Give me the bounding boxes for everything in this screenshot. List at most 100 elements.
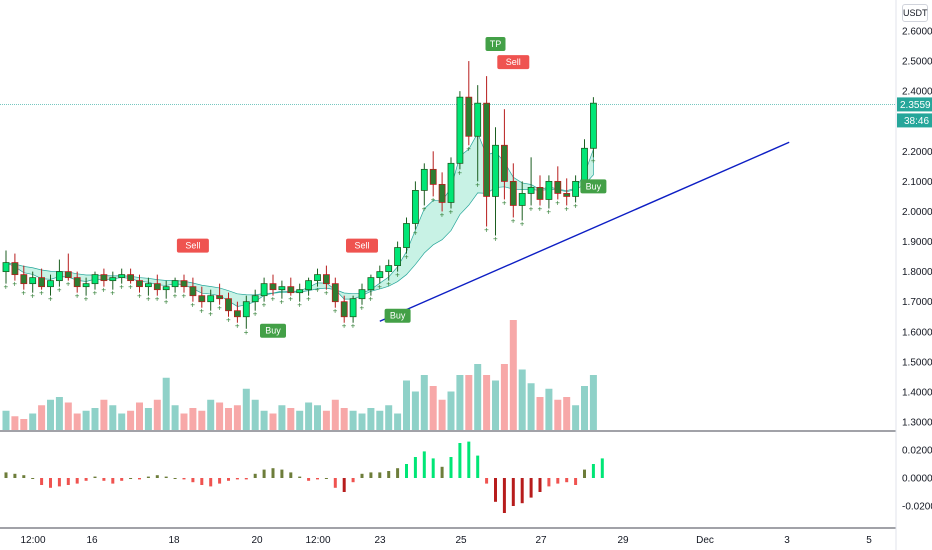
volume-bar [394,413,402,430]
price-tick-label: 2.5000 [902,57,932,68]
volume-bar [349,410,357,430]
oscillator-bar [396,468,400,478]
volume-bar [367,408,375,430]
volume-bar [456,375,464,430]
trailing-stop-dot: + [164,298,169,307]
trailing-stop-dot: + [226,316,231,325]
candle-body [305,280,313,291]
candle-body [518,193,526,206]
volume-bar [376,410,384,430]
ema-cloud [5,132,594,307]
oscillator-bar [405,464,408,478]
signal-badge-buy [260,323,286,338]
trailing-stop-dot: + [555,198,560,207]
trailing-stop-dot: + [39,289,44,298]
oscillator-bar [476,455,480,478]
time-tick-label: 29 [617,535,629,546]
candle-body [29,277,37,285]
volume-bar [198,410,206,430]
candle-body [403,223,410,248]
volume-bar [314,405,321,430]
trailing-stop-dot: + [395,271,400,280]
oscillator-bar [449,457,453,478]
time-tick-label: 12:00 [305,535,330,546]
trailing-stop-dot: + [431,195,436,204]
price-tick-label: 2.1000 [902,177,932,188]
trailing-stop-dot: + [466,144,471,153]
oscillator-bar [182,478,186,480]
trailing-stop-dot: + [146,295,151,304]
trailing-stop-dot: + [315,286,320,295]
trailing-stop-dot: + [217,304,222,313]
volume-bar [242,388,250,430]
trailing-stop-dot: + [404,253,409,262]
trailing-stop-dot: + [484,226,489,235]
volume-bar [260,410,268,430]
oscillator-bar [600,458,604,478]
oscillator-bar [422,451,426,478]
trailing-stop-dot: + [110,289,115,298]
oscillator-bar [458,443,462,478]
currency-selector[interactable]: USDT [902,4,928,22]
trailing-stop-dot: + [564,204,569,213]
trailing-stop-dot: + [21,289,26,298]
time-tick-label: 3 [784,535,790,546]
volume-bar [127,410,135,430]
candle-body [251,295,259,303]
price-tick-label: 1.6000 [902,327,932,338]
volume-bar [118,413,126,430]
oscillator-bar [164,476,168,478]
candle-body [554,180,562,194]
candle-body [527,186,535,194]
volume-bar [216,402,224,430]
candle-body [20,274,28,285]
candle-body [242,301,250,318]
price-tick-label: 1.8000 [902,267,932,278]
candle-body [465,96,473,137]
signal-label: Sell [185,241,200,251]
volume-bar [572,405,580,430]
volume-bar [11,416,19,430]
volume-bar [527,383,535,430]
osc-tick-label: 0.0200 [902,446,932,457]
candle-body [144,283,152,288]
oscillator-bar [173,478,177,479]
candle-body [447,162,455,203]
oscillator-bar [84,478,88,481]
candle-body [438,183,446,203]
volume-bar [55,397,63,430]
price-tick-label: 1.5000 [902,357,932,368]
oscillator-bar [218,478,222,484]
oscillator-bar [22,475,26,478]
oscillator-bar [565,478,569,483]
price-tick-label: 1.7000 [902,297,932,308]
volume-bar [331,399,339,430]
trendline [379,141,790,322]
candle-body [563,193,571,197]
trailing-stop-dot: + [244,328,249,337]
oscillator-bar [494,478,497,502]
volume-bar [136,402,143,430]
volume-bar [500,364,508,430]
candle-body [118,274,126,279]
oscillator-bar [511,478,515,506]
oscillator-bar [129,478,133,479]
volume-bar [509,320,517,430]
volume-bar [2,410,10,430]
oscillator-bar [538,478,542,492]
volume-bar [340,408,348,430]
volume-bar [189,408,197,430]
trailing-stop-dot: + [449,207,454,216]
trailing-stop-dot: + [48,295,53,304]
candle-body [509,180,517,206]
oscillator-bar [49,478,52,488]
trailing-stop-dot: + [306,295,311,304]
trailing-stop-dot: + [440,210,445,219]
candle-body [483,102,491,197]
trailing-stop-dot: + [101,286,106,295]
volume-bar [322,410,330,430]
candle-body [91,274,99,285]
trailing-stop-dot: + [279,298,284,307]
volume-bar [109,405,117,430]
